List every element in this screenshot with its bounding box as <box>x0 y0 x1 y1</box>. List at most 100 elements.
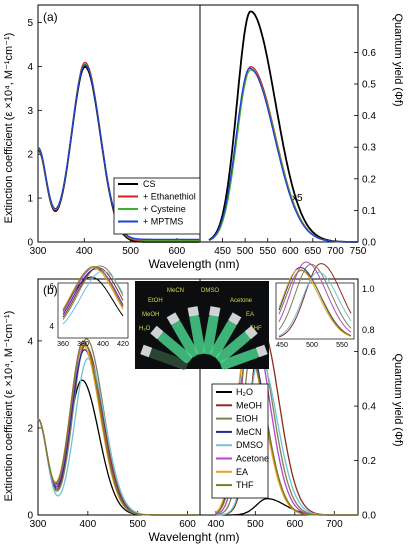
inset-left-line-4 <box>62 270 124 325</box>
vial-glow <box>189 314 206 355</box>
panel-a-ylabel-right: Quantum yield (Φf) <box>392 13 404 106</box>
inset-right-line-4 <box>278 271 352 337</box>
inset-right-line-2 <box>278 263 352 330</box>
x-tick-label-left: 600 <box>169 246 186 257</box>
inset-left-line-7 <box>62 266 124 311</box>
photo-label: MeCN <box>167 288 184 294</box>
inset-left-x-label: 360 <box>57 341 69 348</box>
panel-b-ylabel-left: Extinction coefficient (ε ×10⁴, M⁻¹cm⁻¹) <box>3 311 15 502</box>
y-tick-label-right: 0.5 <box>362 80 376 91</box>
inset-right-x-label: 450 <box>276 342 288 349</box>
x-tick-label-right: 500 <box>237 246 254 257</box>
y-tick-label-right: 0.3 <box>362 143 376 154</box>
x-tick-label-right: 750 <box>350 246 367 257</box>
inset-left-x-label: 380 <box>77 341 89 348</box>
y-tick-label-left: 3 <box>27 106 33 117</box>
x-tick-label-right: 650 <box>305 246 322 257</box>
panel-b-inset-left: 360 380 400 420 4 6 <box>50 265 129 348</box>
y-tick-label-right: 0.2 <box>362 174 376 185</box>
legend-label: + MPTMS <box>143 217 183 227</box>
y-tick-label-right: 0.4 <box>362 111 376 122</box>
x-tick-label-right: 700 <box>326 519 343 530</box>
vial-cap <box>244 325 258 340</box>
inset-left-x-label: 400 <box>97 341 109 348</box>
x-tick-label-left: 500 <box>129 519 146 530</box>
panel-a-xlabel: Wavelength (nm) <box>149 257 240 271</box>
x-tick-label-right: 600 <box>286 519 303 530</box>
inset-right-y-label: 0.8 <box>362 325 375 335</box>
panel-a-annotation: x5 <box>292 193 303 204</box>
vial-cap <box>228 312 242 326</box>
panel-b-ticks: 300 400 500 600 400 500 600 700 0 2 4 0.0 0.2 0.4 0.6 <box>27 336 376 530</box>
x-tick-label-right: 700 <box>327 246 344 257</box>
vial-glow <box>202 314 219 355</box>
photo-inset: H₂O MeOH EtOH MeCN DMSO Acetone EA THF <box>135 281 269 370</box>
legend-label: Acetone <box>236 454 269 464</box>
y-tick-label-left: 0 <box>27 238 33 249</box>
y-tick-label-right: 0.6 <box>362 347 376 358</box>
panel-a: (a) Wavelength (nm) Extinction coefficie… <box>3 4 404 271</box>
x-tick-label-right: 450 <box>214 246 231 257</box>
legend-label: H₂O <box>236 387 253 397</box>
panel-b-inset-right: 450 500 550 0.8 1.0 <box>275 261 375 349</box>
absorption-line-7 <box>37 340 197 516</box>
legend-label: MeCN <box>236 427 262 437</box>
legend-label: EtOH <box>236 414 258 424</box>
inset-left-x-label: 420 <box>117 341 129 348</box>
inset-right-x-label: 500 <box>306 342 318 349</box>
vial-cap <box>187 306 200 317</box>
vial-cap <box>140 344 153 358</box>
vial <box>166 312 199 358</box>
vial-glow <box>220 348 260 370</box>
emission-line-3 <box>208 67 358 243</box>
y-tick-label-left: 0 <box>27 511 33 522</box>
panel-a-ylabel-left: Extinction coefficient (ε ×10⁴, M⁻¹cm⁻¹) <box>3 33 15 224</box>
x-tick-label-left: 500 <box>122 246 139 257</box>
panel-a-legend: CS + Ethanethiol + Cysteine + MPTMS <box>113 177 201 235</box>
y-tick-label-right: 0.4 <box>362 402 376 413</box>
vial <box>209 312 242 358</box>
photo-label: MeOH <box>142 312 159 318</box>
inset-right-y-label: 1.0 <box>362 284 375 294</box>
vial-cap <box>208 306 221 317</box>
y-tick-label-right: 0.1 <box>362 206 376 217</box>
inset-right-line-7 <box>278 270 352 336</box>
panel-b-xlabel: Wavelenght (nm) <box>149 530 240 544</box>
inset-right-x-label: 550 <box>336 342 348 349</box>
x-tick-label-left: 600 <box>179 519 196 530</box>
vial-glow <box>209 320 237 358</box>
x-tick-label-left: 400 <box>80 519 97 530</box>
inset-left-y-label: 6 <box>50 282 55 291</box>
photo-label: H₂O <box>139 326 151 332</box>
inset-right-line-6 <box>278 268 352 337</box>
y-tick-label-right: 0.6 <box>362 48 376 59</box>
panel-b-label: (b) <box>43 283 58 297</box>
vial-cap <box>150 325 164 340</box>
legend-label: + Cysteine <box>143 204 186 214</box>
panel-b: (b) Wavelenght (nm) Extinction coefficie… <box>3 261 404 544</box>
vial-glow <box>157 332 193 364</box>
legend-label: MeOH <box>236 400 262 410</box>
photo-label: DMSO <box>201 288 219 294</box>
panel-a-legend-box <box>113 177 201 235</box>
emission-line-0 <box>208 10 358 243</box>
x-tick-label-right: 500 <box>247 519 264 530</box>
y-tick-label-right: 0.0 <box>362 238 376 249</box>
panel-a-label: (a) <box>43 10 58 24</box>
photo-label: Acetone <box>230 298 253 304</box>
x-tick-label-left: 300 <box>30 519 47 530</box>
legend-label: EA <box>236 467 248 477</box>
x-tick-label-right: 600 <box>282 246 299 257</box>
panel-b-legend-box <box>211 383 269 499</box>
y-tick-label-left: 4 <box>27 336 33 347</box>
photo-label: THF <box>250 326 262 332</box>
vial <box>220 344 268 370</box>
y-tick-label-right: 0.0 <box>362 511 376 522</box>
vial-glow <box>148 348 188 370</box>
x-tick-label-right: 400 <box>207 519 224 530</box>
x-tick-label-left: 400 <box>76 246 93 257</box>
vial <box>202 306 221 355</box>
panel-a-ticks: 300 400 500 600 450 500 550 600 650 700 750 0 1 2 3 4 5 0… <box>27 18 376 257</box>
panel-b-frame <box>37 278 359 516</box>
